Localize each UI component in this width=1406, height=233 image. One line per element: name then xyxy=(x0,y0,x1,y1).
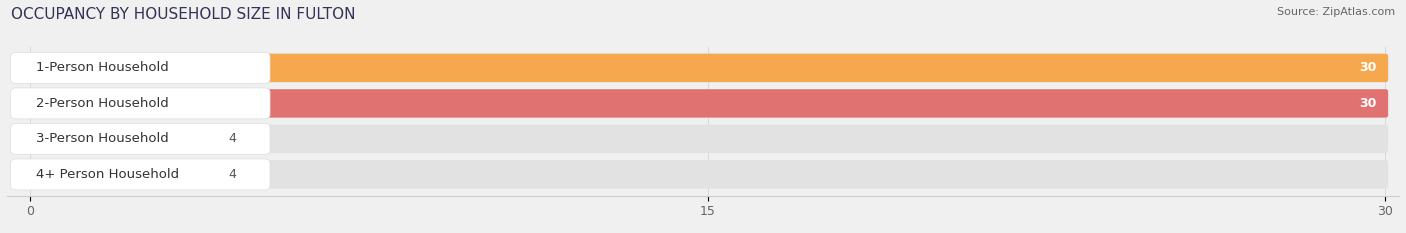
Text: 3-Person Household: 3-Person Household xyxy=(37,132,169,145)
FancyBboxPatch shape xyxy=(27,89,1388,118)
FancyBboxPatch shape xyxy=(27,54,1388,82)
FancyBboxPatch shape xyxy=(14,54,46,82)
FancyBboxPatch shape xyxy=(27,54,1388,82)
FancyBboxPatch shape xyxy=(27,125,1388,153)
FancyBboxPatch shape xyxy=(27,125,214,153)
FancyBboxPatch shape xyxy=(11,52,270,83)
FancyBboxPatch shape xyxy=(14,160,46,189)
FancyBboxPatch shape xyxy=(11,159,270,190)
Text: 4: 4 xyxy=(228,168,236,181)
Text: 30: 30 xyxy=(1360,97,1376,110)
FancyBboxPatch shape xyxy=(14,125,46,153)
FancyBboxPatch shape xyxy=(27,160,214,189)
Text: Source: ZipAtlas.com: Source: ZipAtlas.com xyxy=(1277,7,1395,17)
Text: OCCUPANCY BY HOUSEHOLD SIZE IN FULTON: OCCUPANCY BY HOUSEHOLD SIZE IN FULTON xyxy=(11,7,356,22)
FancyBboxPatch shape xyxy=(14,89,46,118)
FancyBboxPatch shape xyxy=(27,160,1388,189)
Text: 4: 4 xyxy=(228,132,236,145)
FancyBboxPatch shape xyxy=(11,123,270,154)
Text: 30: 30 xyxy=(1360,62,1376,74)
Text: 2-Person Household: 2-Person Household xyxy=(37,97,169,110)
Text: 4+ Person Household: 4+ Person Household xyxy=(37,168,180,181)
FancyBboxPatch shape xyxy=(11,88,270,119)
FancyBboxPatch shape xyxy=(27,89,1388,118)
Text: 1-Person Household: 1-Person Household xyxy=(37,62,169,74)
